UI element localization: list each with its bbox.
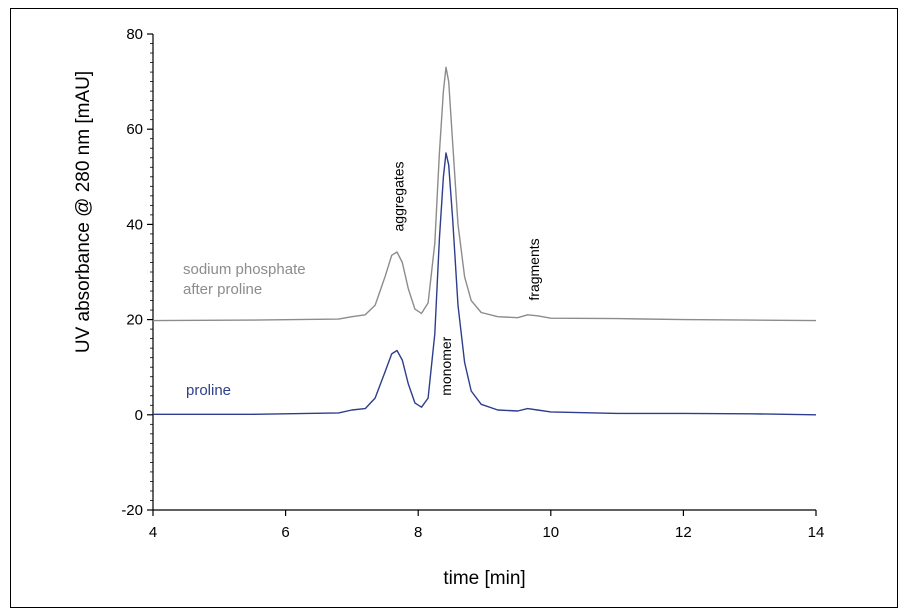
axes: -20 0 20 40 60 80 4 6 8 10 12 14 <box>121 26 824 541</box>
x-tick-label: 10 <box>542 524 559 541</box>
series-group <box>152 66 817 416</box>
peak-annotation: aggregates <box>390 161 406 231</box>
y-axis-title: UV absorbance @ 280 nm [mAU] <box>73 71 94 353</box>
x-tick-label: 8 <box>414 524 422 541</box>
y-tick-label: 0 <box>135 407 143 424</box>
y-tick-label: -20 <box>121 502 143 519</box>
x-tick-label: 4 <box>149 524 157 541</box>
chromatogram-chart: -20 0 20 40 60 80 4 6 8 10 12 14 sodium phosphate af… <box>73 26 824 589</box>
x-tick-label: 6 <box>281 524 289 541</box>
x-tick-label: 12 <box>675 524 692 541</box>
y-tick-label: 80 <box>126 26 143 43</box>
series-label: sodium phosphate <box>183 261 306 278</box>
labels-group: sodium phosphate after proline proline aggr… <box>183 161 542 399</box>
peak-annotation: fragments <box>526 238 542 300</box>
x-axis-title: time [min] <box>443 568 525 589</box>
y-tick-label: 60 <box>126 121 143 138</box>
peak-annotation: monomer <box>438 336 454 395</box>
x-tick-label: 14 <box>808 524 825 541</box>
chart-frame: -20 0 20 40 60 80 4 6 8 10 12 14 sodium phosphate af… <box>10 8 898 608</box>
series-label: after proline <box>183 281 262 298</box>
series-label: proline <box>186 382 231 399</box>
y-tick-label: 20 <box>126 312 143 329</box>
series-line-proline <box>153 152 817 416</box>
series-line-sodium-phosphate <box>152 66 817 322</box>
y-tick-label: 40 <box>126 216 143 233</box>
